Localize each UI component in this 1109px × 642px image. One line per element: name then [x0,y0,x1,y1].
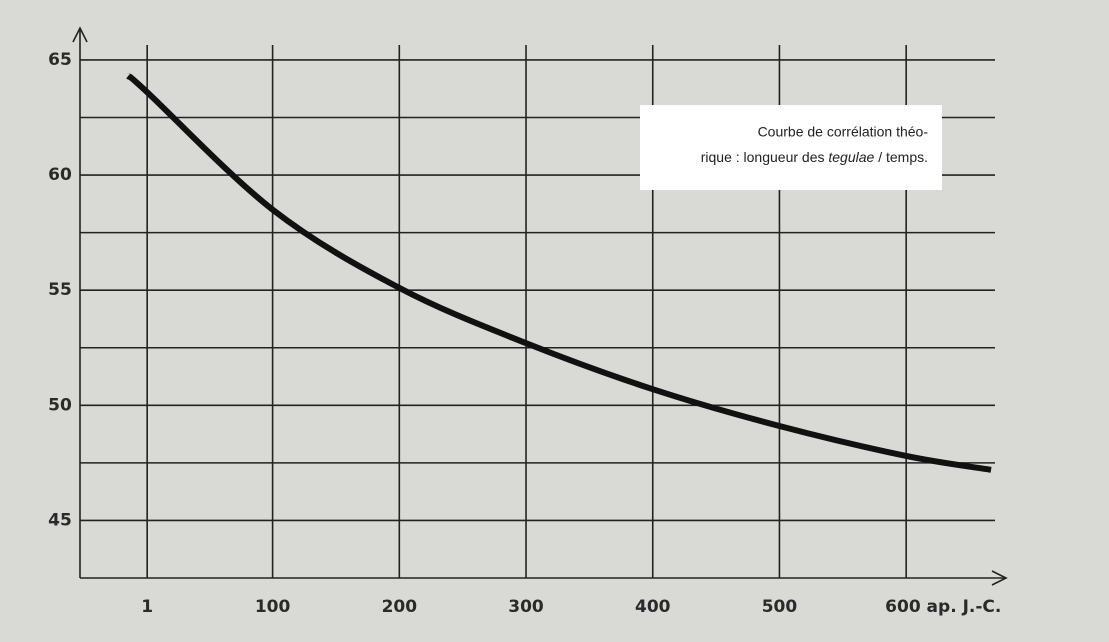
x-axis-arrow [991,570,1008,586]
x-tick-label: 400 [635,597,671,617]
y-tick-label: 60 [48,165,72,185]
x-tick-label: 200 [382,597,418,617]
annotation-box [640,105,942,190]
x-tick-label: 600 ap. J.-C. [885,597,1001,617]
curve [125,73,992,473]
x-tick-label: 1 [141,597,153,617]
grid [80,45,995,578]
x-tick-label: 100 [255,597,291,617]
annotation-text: rique : longueur des [701,149,829,165]
x-tick-label: 300 [508,597,544,617]
x-tick-label: 500 [762,597,798,617]
annotation-line: Courbe de corrélation théo- [758,124,929,140]
annotation-line: rique : longueur des tegulae / temps. [701,149,928,165]
annotation-text: / temps. [874,149,928,165]
y-tick-label: 45 [48,510,72,530]
y-tick-label: 65 [48,50,72,70]
y-tick-label: 50 [48,395,72,415]
y-tick-label: 55 [48,280,72,300]
annotation-text: tegulae [828,149,874,165]
y-axis-arrow [72,26,88,43]
